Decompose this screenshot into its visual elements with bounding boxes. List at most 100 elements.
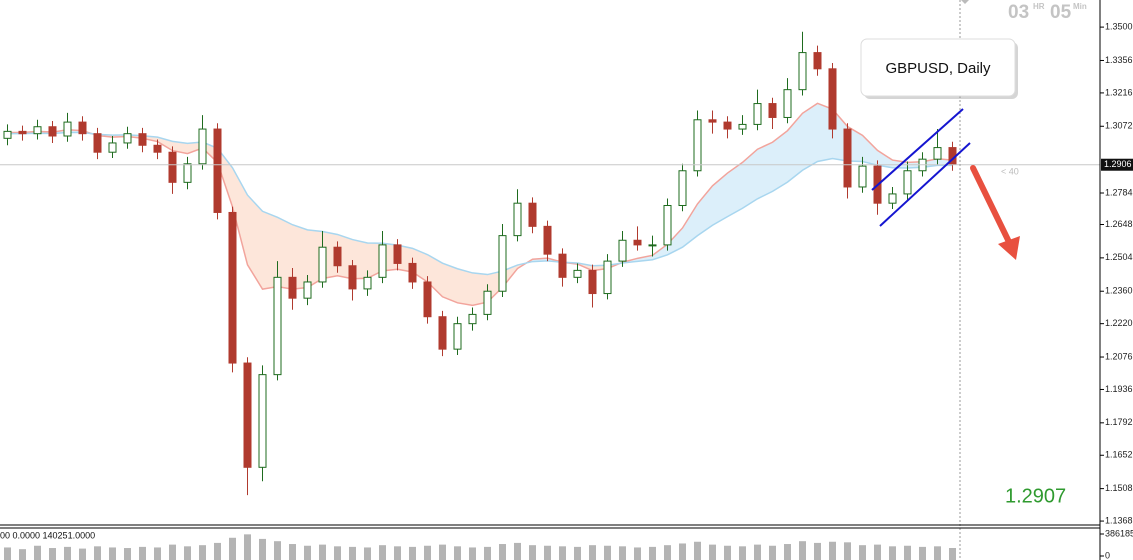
volume-bar bbox=[199, 545, 206, 560]
volume-bar bbox=[514, 542, 521, 560]
volume-bar bbox=[634, 547, 641, 560]
y-tick-label: 1.2648 bbox=[1105, 219, 1133, 229]
ema-cloud bbox=[457, 268, 473, 306]
candle-body bbox=[708, 119, 717, 123]
price-panel bbox=[0, 31, 1100, 496]
volume-bar bbox=[34, 545, 41, 560]
candle-body bbox=[183, 163, 192, 183]
volume-bar bbox=[304, 545, 311, 560]
volume-bar bbox=[259, 538, 266, 560]
ema-cloud bbox=[277, 217, 293, 290]
candle-body bbox=[813, 52, 822, 70]
ema-cloud bbox=[427, 254, 443, 297]
candle-body bbox=[393, 244, 402, 264]
candle-body bbox=[483, 290, 492, 315]
y-tick-label: 1.2360 bbox=[1105, 286, 1133, 296]
volume-bar bbox=[49, 548, 56, 560]
ema-cloud bbox=[772, 130, 788, 192]
volume-bar bbox=[589, 545, 596, 560]
down-arrow bbox=[970, 165, 1020, 260]
ema-cloud bbox=[742, 149, 758, 209]
y-tick-label: 1.3072 bbox=[1105, 121, 1133, 131]
y-tick-label: 1.3356 bbox=[1105, 55, 1133, 65]
candle-body bbox=[648, 244, 657, 247]
candle-body bbox=[528, 202, 537, 227]
y-tick-label: 1.3216 bbox=[1105, 87, 1133, 97]
ema-cloud bbox=[877, 150, 893, 168]
candle-body bbox=[558, 253, 567, 278]
candle-body bbox=[78, 121, 87, 135]
candle-body bbox=[573, 269, 582, 278]
volume-bar bbox=[394, 546, 401, 560]
candle-body bbox=[888, 193, 897, 204]
volume-bar bbox=[724, 545, 731, 560]
volume-bar bbox=[274, 541, 281, 560]
price-label: 1.2906 bbox=[1104, 159, 1132, 169]
volume-bar bbox=[574, 546, 581, 560]
volume-bar bbox=[859, 545, 866, 560]
ema-cloud bbox=[727, 162, 743, 217]
volume-bar bbox=[904, 545, 911, 560]
volume-bar bbox=[814, 542, 821, 560]
volume-bar bbox=[784, 544, 791, 560]
volume-bar bbox=[709, 544, 716, 560]
countdown-minutes: 05 bbox=[1050, 2, 1072, 23]
volume-bar bbox=[469, 547, 476, 560]
candle-body bbox=[33, 126, 42, 135]
candle-body bbox=[243, 362, 252, 468]
volume-bar bbox=[319, 544, 326, 560]
indicator-line bbox=[7, 102, 953, 307]
volume-bar bbox=[124, 548, 131, 560]
candle-body bbox=[168, 151, 177, 183]
volume-info: 00 0.0000 140251.0000 bbox=[0, 530, 95, 540]
candle-body bbox=[48, 126, 57, 137]
candle-body bbox=[123, 133, 132, 144]
shift-marker bbox=[961, 0, 969, 4]
bid-readout: 1.2907 bbox=[1005, 485, 1066, 507]
y-tick-label: 1.2220 bbox=[1105, 318, 1133, 328]
volume-bar bbox=[424, 545, 431, 560]
volume-bar bbox=[529, 545, 536, 560]
candle-body bbox=[423, 281, 432, 318]
ema-cloud bbox=[697, 185, 713, 236]
candle-body bbox=[288, 276, 297, 299]
y-tick-label: 386185 bbox=[1105, 528, 1133, 538]
candle-body bbox=[198, 128, 207, 165]
volume-bar bbox=[349, 546, 356, 560]
volume-bar bbox=[604, 545, 611, 560]
volume-bar bbox=[919, 546, 926, 560]
ema-cloud bbox=[172, 141, 188, 154]
candle-body bbox=[498, 235, 507, 292]
volume-bar bbox=[409, 546, 416, 560]
arrow-head bbox=[998, 236, 1020, 260]
countdown-hours: 03 bbox=[1008, 2, 1029, 23]
volume-bar bbox=[799, 541, 806, 560]
candle-body bbox=[723, 121, 732, 130]
ema-cloud bbox=[292, 224, 308, 290]
y-tick-label: 1.1792 bbox=[1105, 417, 1133, 427]
volume-bar bbox=[874, 544, 881, 560]
volume-bar bbox=[139, 546, 146, 560]
candle-body bbox=[513, 202, 522, 237]
volume-bar bbox=[244, 534, 251, 560]
volume-bar bbox=[559, 546, 566, 560]
volume-bar bbox=[679, 543, 686, 560]
volume-bar bbox=[4, 547, 11, 560]
volume-bar bbox=[649, 546, 656, 560]
candle-body bbox=[858, 165, 867, 188]
arrow-shaft bbox=[970, 165, 1013, 247]
spread-label: < 40 bbox=[1001, 166, 1019, 176]
y-tick-label: 1.1368 bbox=[1105, 515, 1133, 525]
volume-bar bbox=[109, 547, 116, 560]
title-box: GBPUSD, Daily bbox=[860, 38, 1018, 99]
volume-bar bbox=[454, 546, 461, 560]
volume-bar bbox=[949, 548, 956, 560]
candle-body bbox=[348, 265, 357, 290]
volume-bar bbox=[889, 546, 896, 560]
volume-bar bbox=[544, 545, 551, 560]
ema-cloud bbox=[802, 103, 818, 171]
candle-body bbox=[933, 147, 942, 160]
candle-body bbox=[843, 128, 852, 188]
volume-bar bbox=[19, 549, 26, 560]
candle-body bbox=[453, 323, 462, 350]
